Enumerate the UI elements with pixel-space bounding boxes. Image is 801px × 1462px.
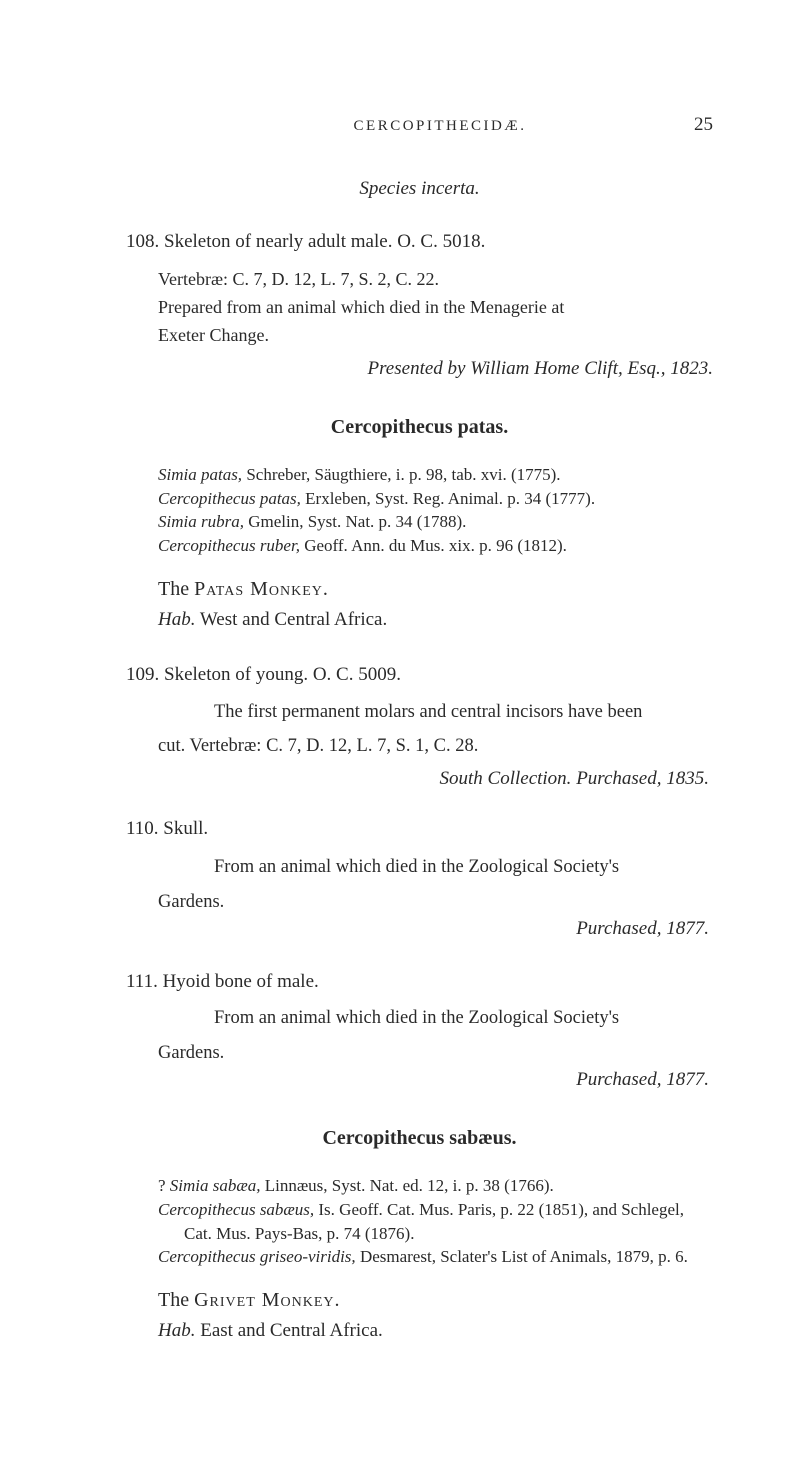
species-incerta: Species incerta. (126, 178, 713, 200)
hab-grivet-it: Hab. (158, 1320, 195, 1341)
common-grivet-sc: Grivet Monkey. (194, 1289, 340, 1311)
syn-patas-4-rest: Geoff. Ann. du Mus. xix. p. 96 (1812). (300, 536, 567, 555)
entry-109: 109. Skeleton of young. O. C. 5009. The … (126, 661, 713, 790)
syn-sab-2-it: Cercopithecus sabæus, (158, 1200, 314, 1219)
entry-108-line1: Vertebræ: C. 7, D. 12, L. 7, S. 2, C. 22… (126, 266, 713, 292)
syn-patas-2-rest: Erxleben, Syst. Reg. Animal. p. 34 (1777… (301, 489, 595, 508)
species-heading-patas: Cercopithecus patas. (126, 416, 713, 439)
entry-111-purchased: Purchased, 1877. (126, 1069, 713, 1091)
running-head: CERCOPITHECIDÆ. (186, 118, 694, 135)
syn-patas-1-it: Simia patas, (158, 465, 242, 484)
entry-109-p1: The first permanent molars and central i… (186, 699, 713, 726)
common-name-patas: The Patas Monkey. (158, 578, 713, 601)
syn-sab-3-it: Cercopithecus griseo-viridis, (158, 1247, 356, 1266)
common-name-grivet: The Grivet Monkey. (158, 1289, 713, 1312)
entry-110-p1: From an animal which died in the Zoologi… (186, 854, 713, 881)
syn-sab-1-rest: Linnæus, Syst. Nat. ed. 12, i. p. 38 (17… (260, 1176, 553, 1195)
hab-patas-it: Hab. (158, 609, 195, 630)
hab-grivet-rest: East and Central Africa. (195, 1320, 382, 1341)
common-grivet-pre: The (158, 1289, 194, 1311)
syn-patas-2-it: Cercopithecus patas, (158, 489, 301, 508)
syn-sab-1-pre: ? (158, 1176, 170, 1195)
syn-patas-3-rest: Gmelin, Syst. Nat. p. 34 (1788). (244, 512, 466, 531)
syn-sab-2: Cercopithecus sabæus, Is. Geoff. Cat. Mu… (158, 1198, 713, 1246)
syn-patas-1-rest: Schreber, Säugthiere, i. p. 98, tab. xvi… (242, 465, 560, 484)
synonymy-patas: Simia patas, Schreber, Säugthiere, i. p.… (158, 463, 713, 558)
entry-108-line2: Prepared from an animal which died in th… (126, 294, 713, 320)
syn-sab-1: ? Simia sabæa, Linnæus, Syst. Nat. ed. 1… (158, 1174, 713, 1198)
syn-patas-1: Simia patas, Schreber, Säugthiere, i. p.… (158, 463, 713, 487)
entry-108: 108. Skeleton of nearly adult male. O. C… (126, 228, 713, 380)
entry-108-main: 108. Skeleton of nearly adult male. O. C… (126, 228, 713, 256)
syn-sab-3: Cercopithecus griseo-viridis, Desmarest,… (158, 1245, 713, 1269)
hab-patas-rest: West and Central Africa. (195, 609, 387, 630)
hab-grivet: Hab. East and Central Africa. (158, 1320, 713, 1342)
entry-110-p2: Gardens. (158, 889, 713, 916)
entry-111: 111. Hyoid bone of male. From an animal … (126, 968, 713, 1091)
entry-110: 110. Skull. From an animal which died in… (126, 818, 713, 940)
entry-109-purchased: Purchased, 1835. (576, 768, 709, 789)
syn-patas-3-it: Simia rubra, (158, 512, 244, 531)
common-patas-sc: Patas Monkey. (194, 578, 329, 600)
entry-111-p1: From an animal which died in the Zoologi… (186, 1005, 713, 1032)
entry-111-p2: Gardens. (158, 1040, 713, 1067)
synonymy-sabaeus: ? Simia sabæa, Linnæus, Syst. Nat. ed. 1… (158, 1174, 713, 1269)
entry-111-main: 111. Hyoid bone of male. (126, 968, 713, 996)
entry-109-south-a: South Collection. (440, 768, 577, 789)
syn-patas-3: Simia rubra, Gmelin, Syst. Nat. p. 34 (1… (158, 510, 713, 534)
entry-108-presented: Presented by William Home Clift, Esq., 1… (126, 358, 713, 380)
entry-109-south: South Collection. Purchased, 1835. (126, 768, 713, 790)
entry-109-main: 109. Skeleton of young. O. C. 5009. (126, 661, 713, 689)
syn-patas-4-it: Cercopithecus ruber, (158, 536, 300, 555)
hab-patas: Hab. West and Central Africa. (158, 609, 713, 631)
syn-patas-4: Cercopithecus ruber, Geoff. Ann. du Mus.… (158, 534, 713, 558)
syn-sab-1-it: Simia sabæa, (170, 1176, 261, 1195)
entry-110-main: 110. Skull. (126, 818, 713, 840)
entry-110-purchased: Purchased, 1877. (126, 918, 713, 940)
syn-patas-2: Cercopithecus patas, Erxleben, Syst. Reg… (158, 487, 713, 511)
entry-109-p2: cut. Vertebræ: C. 7, D. 12, L. 7, S. 1, … (158, 733, 713, 760)
page: CERCOPITHECIDÆ. 25 Species incerta. 108.… (0, 0, 801, 1432)
header-row: CERCOPITHECIDÆ. 25 (126, 114, 713, 136)
syn-sab-3-rest: Desmarest, Sclater's List of Animals, 18… (356, 1247, 688, 1266)
common-patas-pre: The (158, 578, 194, 600)
species-heading-sabaeus: Cercopithecus sabæus. (126, 1127, 713, 1150)
entry-108-line3: Exeter Change. (126, 322, 713, 348)
page-number: 25 (694, 114, 713, 136)
